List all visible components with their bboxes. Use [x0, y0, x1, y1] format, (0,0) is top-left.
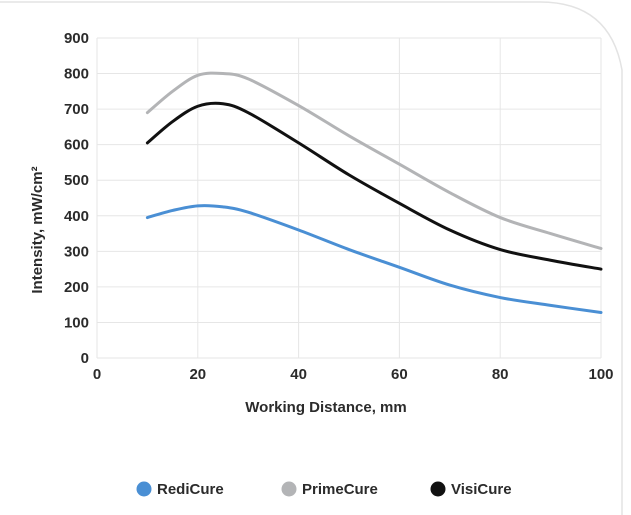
- legend: RediCure PrimeCure VisiCure: [136, 481, 512, 498]
- x-tick-label: 100: [588, 366, 613, 383]
- y-tick-label: 100: [64, 314, 89, 331]
- y-tick-label: 800: [64, 66, 89, 83]
- y-tick-label: 700: [64, 101, 89, 118]
- y-tick-label: 400: [64, 208, 89, 225]
- series-lines: [145, 71, 603, 314]
- x-tick-label: 20: [189, 366, 206, 383]
- x-tick-label: 80: [492, 366, 509, 383]
- legend-label-primecure: PrimeCure: [302, 481, 378, 498]
- y-tick-label: 900: [64, 30, 89, 47]
- y-tick-label: 0: [81, 350, 89, 367]
- series-line-redicure: [145, 204, 603, 314]
- y-tick-label: 500: [64, 172, 89, 189]
- legend-label-redicure: RediCure: [157, 481, 224, 498]
- y-tick-label: 200: [64, 279, 89, 296]
- x-tick-label: 40: [290, 366, 307, 383]
- y-tick-label: 600: [64, 137, 89, 154]
- legend-swatch-redicure: [136, 481, 152, 497]
- x-tick-label: 0: [93, 366, 101, 383]
- grid: [96, 37, 602, 359]
- legend-swatch-visicure: [430, 481, 446, 497]
- y-tick-label: 300: [64, 243, 89, 260]
- legend-label-visicure: VisiCure: [451, 481, 512, 498]
- x-tick-label: 60: [391, 366, 408, 383]
- x-axis-ticks: 0 20 40 60 80 100: [93, 366, 614, 383]
- y-axis-ticks: 0 100 200 300 400 500 600 700 800 900: [64, 30, 89, 367]
- x-axis-label: Working Distance, mm: [245, 399, 406, 416]
- series-line-primecure: [145, 71, 603, 250]
- legend-swatch-primecure: [281, 481, 297, 497]
- y-axis-label: Intensity, mW/cm²: [29, 166, 46, 293]
- series-line-visicure: [145, 101, 603, 271]
